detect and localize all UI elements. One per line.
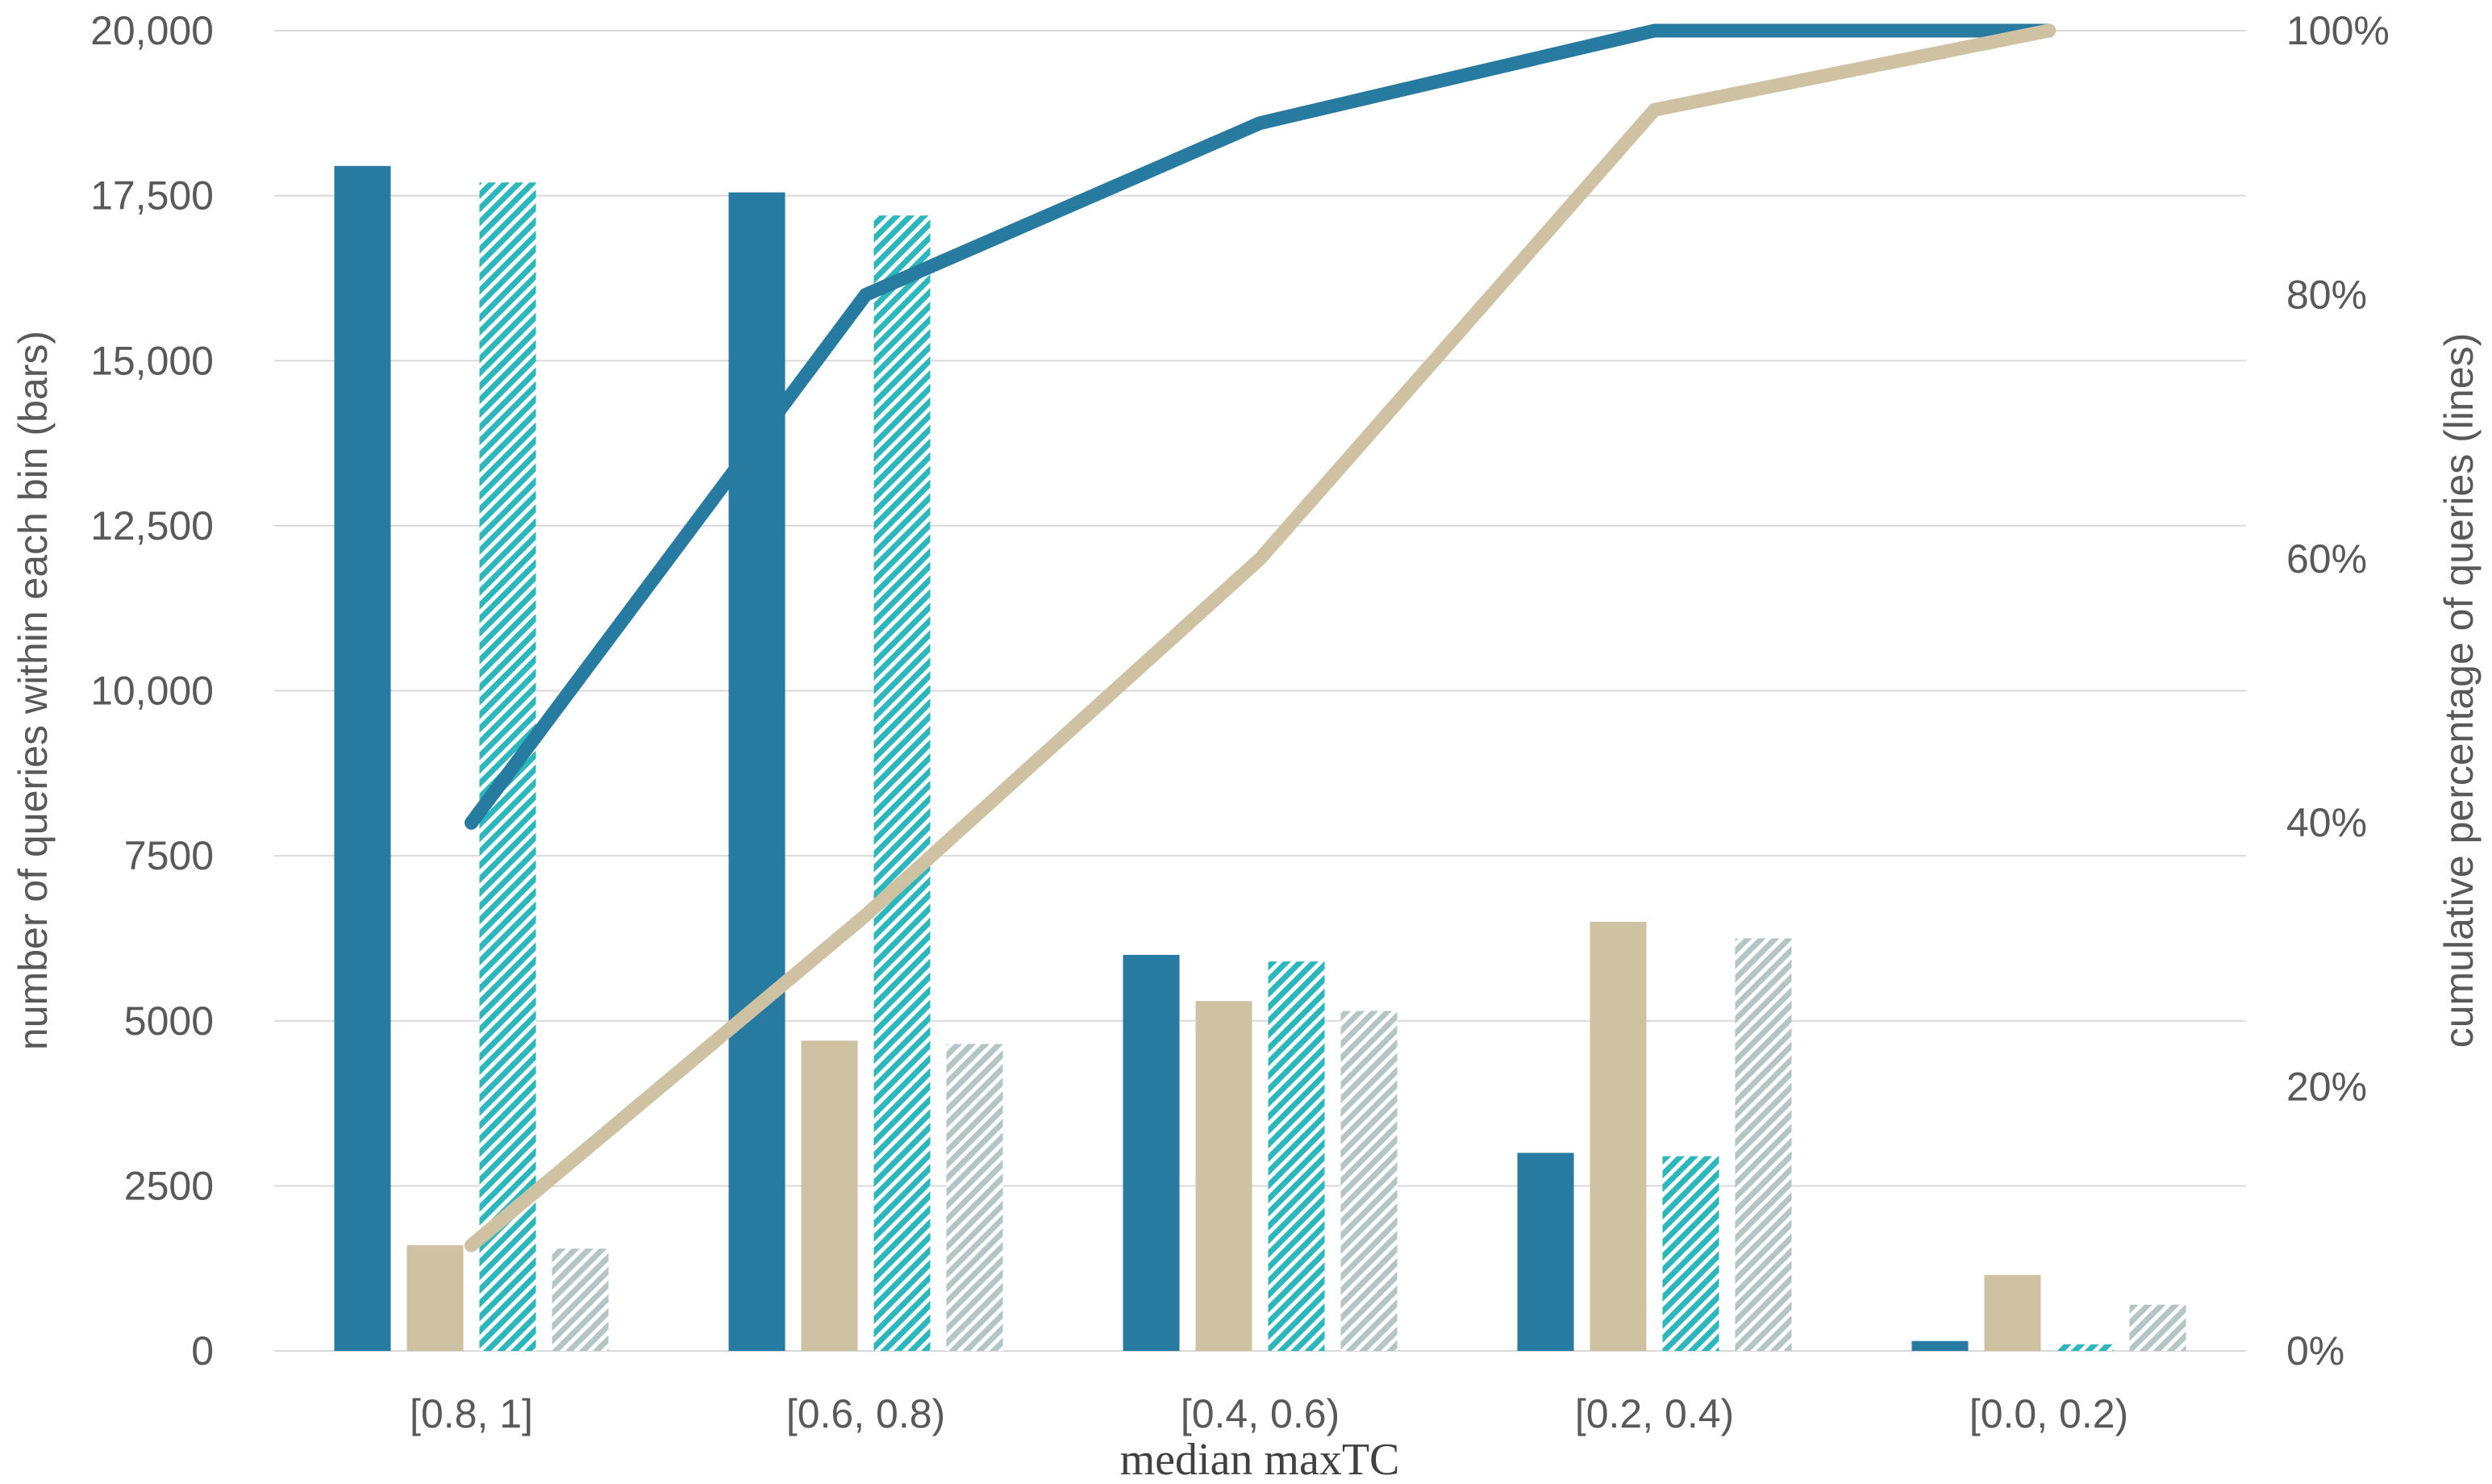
y-tick-label: 10,000 — [90, 669, 214, 714]
y-tick-label: 2500 — [124, 1163, 214, 1208]
y2-tick-label: 80% — [2286, 272, 2367, 317]
cumulative-line-1 — [465, 23, 2056, 830]
y-tick-label: 20,000 — [90, 8, 214, 53]
y-tick-label: 15,000 — [90, 338, 214, 383]
bar-1 — [728, 192, 786, 1352]
y2-tick-label: 0% — [2286, 1328, 2344, 1374]
axes: 0 2500 5000 7500 10,000 12,500 15,000 17,500 20,… — [90, 8, 2390, 1436]
bar-2 — [1590, 921, 1647, 1351]
bar-4 — [1735, 938, 1792, 1351]
bar-3 — [873, 215, 931, 1352]
bar-4 — [1340, 1011, 1398, 1351]
bar-1 — [334, 165, 391, 1352]
y-axis-title: number of queries within each bin (bars) — [10, 331, 56, 1050]
bar-2 — [801, 1040, 858, 1351]
y2-tick-label: 20% — [2286, 1065, 2367, 1110]
x-tick-label: [0.0, 0.2) — [1969, 1391, 2128, 1436]
x-tick-label: [0.2, 0.4) — [1575, 1391, 1734, 1436]
y-tick-label: 17,500 — [90, 173, 214, 219]
bar-4 — [946, 1044, 1003, 1351]
x-tick-label: [0.4, 0.6) — [1181, 1391, 1340, 1436]
bar-3 — [2057, 1344, 2114, 1351]
x-tick-label: [0.8, 1] — [410, 1391, 533, 1436]
bar-3 — [1662, 1156, 1719, 1351]
bar-4 — [2129, 1304, 2186, 1351]
y2-tick-label: 40% — [2286, 800, 2367, 845]
bar-1 — [1517, 1153, 1574, 1351]
y-tick-label: 0 — [191, 1328, 214, 1374]
bar-3 — [1268, 961, 1325, 1351]
bar-1 — [1123, 954, 1180, 1351]
cumulative-line-2 — [465, 23, 2056, 1253]
x-axis-title: median maxTC — [1120, 1435, 1400, 1484]
bar-2 — [1984, 1274, 2041, 1351]
bar-1 — [1911, 1340, 1969, 1351]
y2-axis-title: cumulative percentage of queries (lines) — [2436, 333, 2482, 1048]
bar-4 — [552, 1248, 609, 1351]
bar-2 — [406, 1245, 464, 1351]
x-tick-label: [0.6, 0.8) — [786, 1391, 945, 1436]
bar-2 — [1195, 1001, 1252, 1351]
y-tick-label: 7500 — [124, 833, 214, 878]
gridlines — [274, 30, 2246, 1352]
cumulative-lines — [465, 23, 2056, 1253]
y-tick-label: 12,500 — [90, 503, 214, 548]
y2-tick-label: 60% — [2286, 536, 2367, 582]
y2-tick-label: 100% — [2286, 8, 2390, 53]
y-tick-label: 5000 — [124, 998, 214, 1044]
bars — [334, 165, 2186, 1352]
